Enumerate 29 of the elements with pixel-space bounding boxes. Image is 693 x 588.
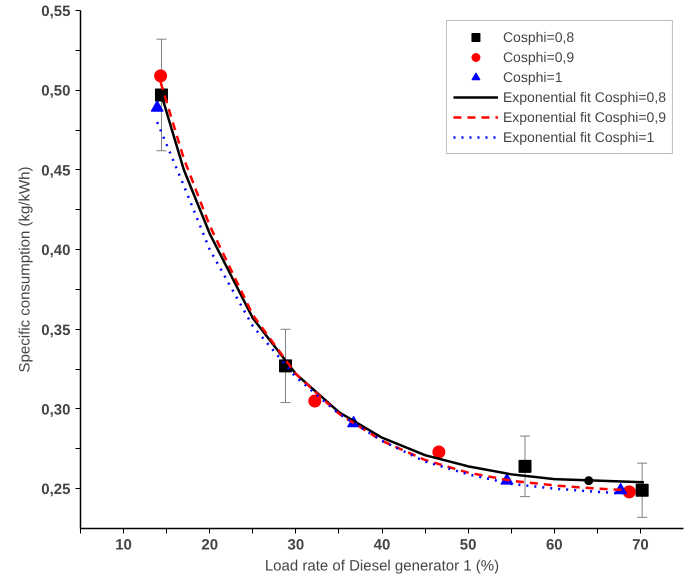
point (432, 446, 446, 458)
y-tick-label: 0,30 (41, 401, 71, 418)
point (154, 69, 168, 82)
point (518, 460, 532, 473)
point (636, 484, 649, 497)
legend-label: Cosphi=0,9 (502, 49, 574, 65)
x-tick-label: 10 (115, 536, 132, 554)
y-tick-label: 0,45 (41, 162, 71, 180)
legend-label: Cosphi=1 (502, 69, 562, 85)
legend-label: Exponential fit Cosphi=1 (502, 129, 654, 145)
x-tick-label: 70 (632, 536, 649, 554)
y-axis-title: Specific consumption (kg/kWh) (16, 166, 34, 372)
x-axis-title: Load rate of Diesel generator 1 (%) (264, 558, 500, 574)
legend-label: Cosphi=0,8 (502, 29, 574, 45)
legend-label: Exponential fit Cosphi=0,8 (502, 89, 666, 105)
legend-label: Exponential fit Cosphi=0,9 (502, 109, 666, 125)
x-tick-label: 30 (288, 536, 304, 554)
point (584, 476, 594, 486)
x-tick-label: 40 (374, 536, 390, 554)
x-tick-label: 20 (201, 536, 218, 554)
y-tick-label: 0,55 (41, 3, 71, 20)
y-tick-label: 0,50 (41, 82, 71, 100)
point (150, 100, 164, 112)
y-tick-label: 0,35 (41, 322, 71, 339)
x-tick-label: 60 (546, 536, 563, 554)
y-tick-label: 0,40 (41, 242, 71, 260)
point (308, 394, 322, 408)
y-tick-label: 0,25 (41, 481, 71, 498)
x-tick-label: 50 (460, 536, 476, 554)
